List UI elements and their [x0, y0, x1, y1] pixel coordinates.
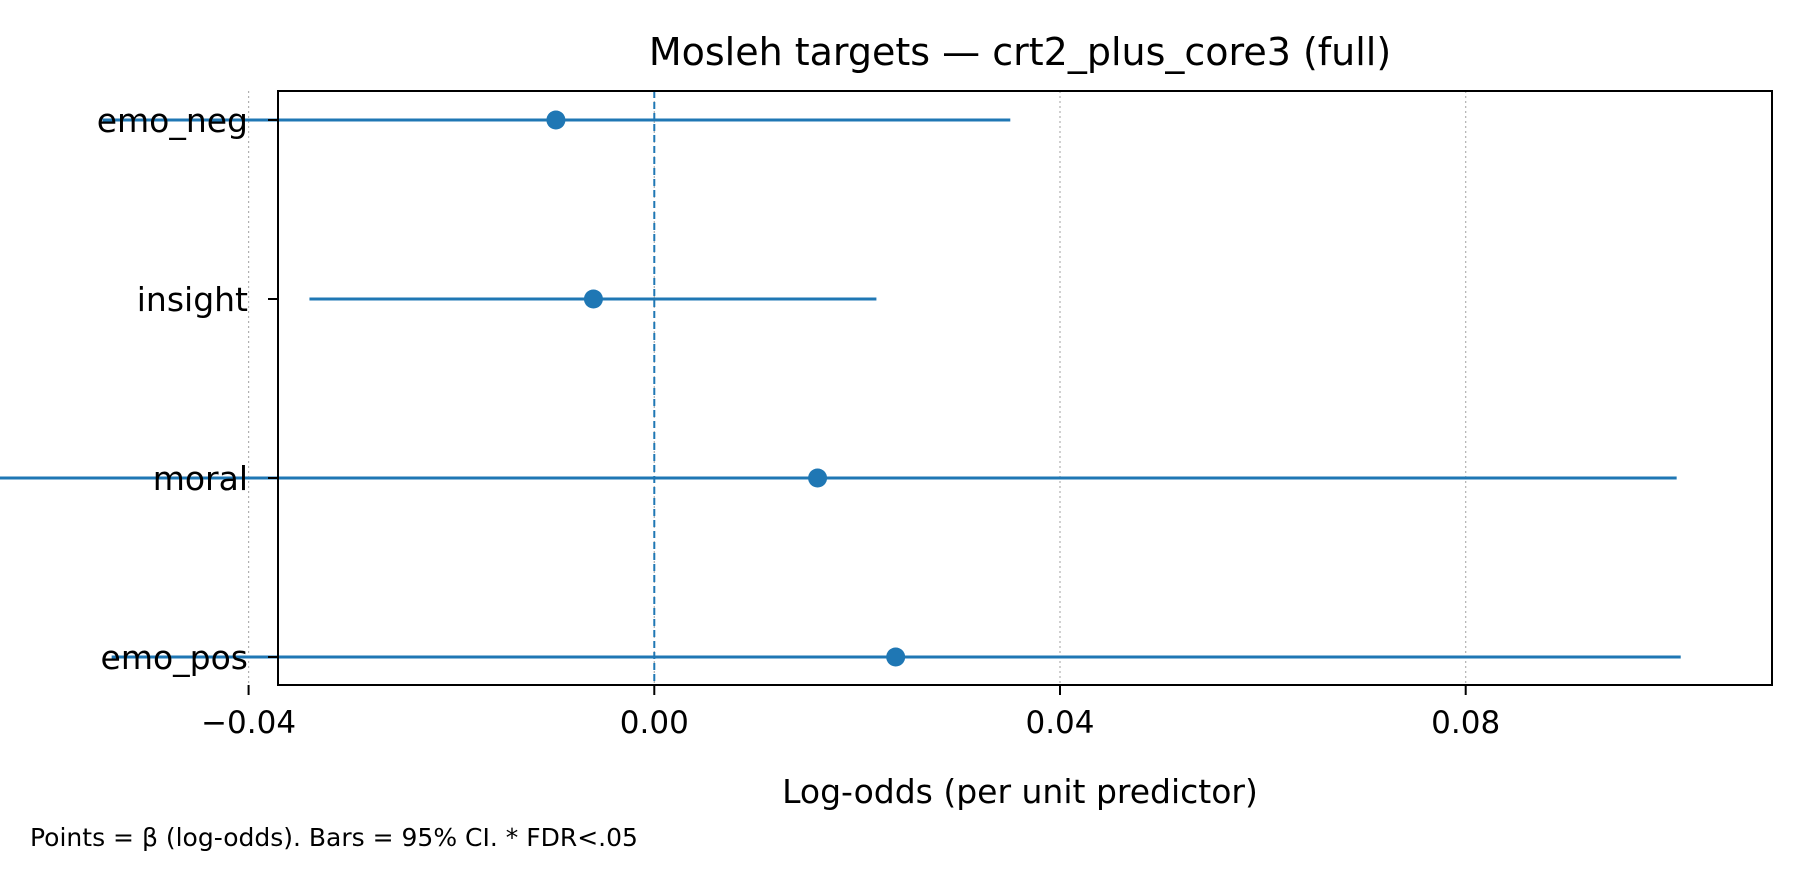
chart-title: Mosleh targets — crt2_plus_core3 (full) [649, 30, 1391, 74]
point-emo_pos [886, 647, 906, 667]
x-tick-label-1: 0.00 [620, 705, 689, 741]
point-insight [583, 289, 603, 309]
x-tick-label-3: 0.08 [1431, 705, 1500, 741]
point-estimates [546, 110, 906, 667]
point-moral [808, 468, 828, 488]
x-tick-label-2: 0.04 [1025, 705, 1094, 741]
x-tick-label-0: −0.04 [201, 705, 296, 741]
confidence-intervals [0, 118, 1681, 659]
y-tick-label-emo_neg: emo_neg [97, 101, 248, 140]
y-tick-label-insight: insight [137, 280, 248, 319]
x-axis-label: Log-odds (per unit predictor) [782, 772, 1258, 811]
y-tick-label-moral: moral [153, 459, 248, 498]
plot-frame [277, 90, 1773, 686]
x-axis-ticks: −0.04 0.00 0.04 0.08 [201, 685, 1500, 741]
y-tick-label-emo_pos: emo_pos [101, 638, 248, 677]
point-emo_neg [546, 110, 566, 130]
footnote: Points = β (log-odds). Bars = 95% CI. * … [30, 823, 638, 852]
x-gridlines [247, 91, 1467, 685]
